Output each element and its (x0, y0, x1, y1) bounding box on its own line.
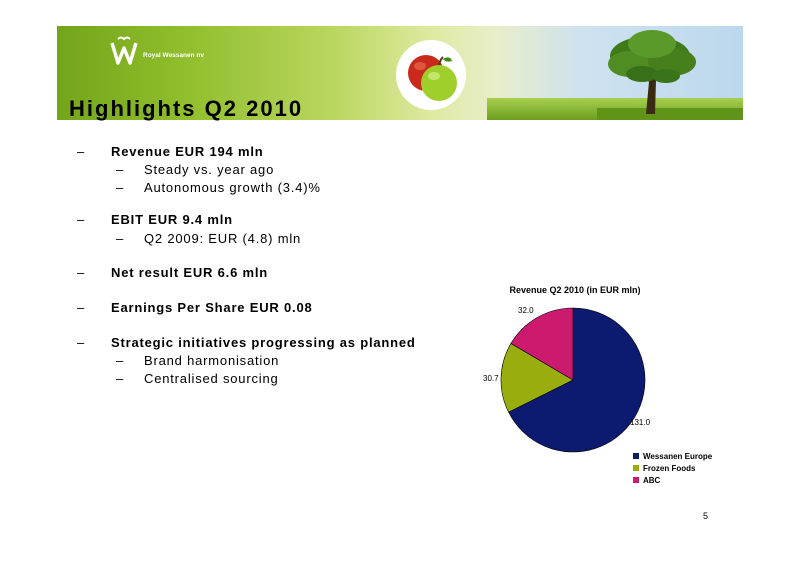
header-banner: Royal Wessanen nv (57, 26, 743, 120)
bullet-dash: – (77, 212, 86, 227)
legend-entry: Wessanen Europe (643, 452, 713, 461)
bullet-dash: – (116, 371, 125, 386)
legend-entry: Frozen Foods (643, 464, 696, 473)
pie-data-label: 131.0 (630, 418, 651, 427)
bullet-dash: – (116, 231, 125, 246)
bullet-dash: – (116, 180, 125, 195)
bullet-dash: – (77, 144, 86, 159)
legend-swatch (633, 477, 639, 483)
bullet-text: EBIT EUR 9.4 mln (111, 212, 233, 227)
pie-data-label: 32.0 (518, 306, 534, 315)
legend-swatch (633, 453, 639, 459)
bullet-text: Brand harmonisation (144, 353, 280, 368)
bullet-text: Net result EUR 6.6 mln (111, 265, 269, 280)
wessanen-w-logo-icon (110, 36, 138, 65)
pie-svg: 131.0 30.7 32.0 Wessanen Europe Frozen Foods… (483, 306, 713, 485)
apples-icon (396, 40, 466, 110)
revenue-pie-chart: Revenue Q2 2010 (in EUR mln) 131.0 30.7 32… (470, 280, 730, 490)
bullet-dash: – (77, 335, 86, 350)
pie-slice-wessanen-europe (508, 307, 646, 453)
bullet-text: Steady vs. year ago (144, 162, 275, 177)
bullet-text: Q2 2009: EUR (4.8) mln (144, 231, 302, 246)
bullet-text: Autonomous growth (3.4)% (144, 180, 321, 195)
bullet-text: Earnings Per Share EUR 0.08 (111, 300, 313, 315)
bullet-text: Revenue EUR 194 mln (111, 144, 264, 159)
bullet-dash: – (77, 300, 86, 315)
legend-swatch (633, 465, 639, 471)
bullet-dash: – (116, 162, 125, 177)
bullet-dash: – (77, 265, 86, 280)
bullet-dash: – (116, 353, 125, 368)
page-number: 5 (703, 511, 709, 521)
pie-data-label: 30.7 (483, 374, 499, 383)
pie-slice-abc (510, 307, 574, 381)
grass-strip-dark (597, 108, 743, 120)
pie-slice-frozen-foods (500, 343, 574, 413)
bullet-text: Centralised sourcing (144, 371, 279, 386)
bullet-text: Strategic initiatives progressing as pla… (111, 335, 416, 350)
slide-title: Highlights Q2 2010 (69, 96, 304, 121)
legend-entry: ABC (643, 476, 661, 485)
chart-title: Revenue Q2 2010 (in EUR mln) (509, 285, 641, 295)
brand-name: Royal Wessanen nv (143, 52, 204, 59)
tree-icon (608, 30, 696, 114)
